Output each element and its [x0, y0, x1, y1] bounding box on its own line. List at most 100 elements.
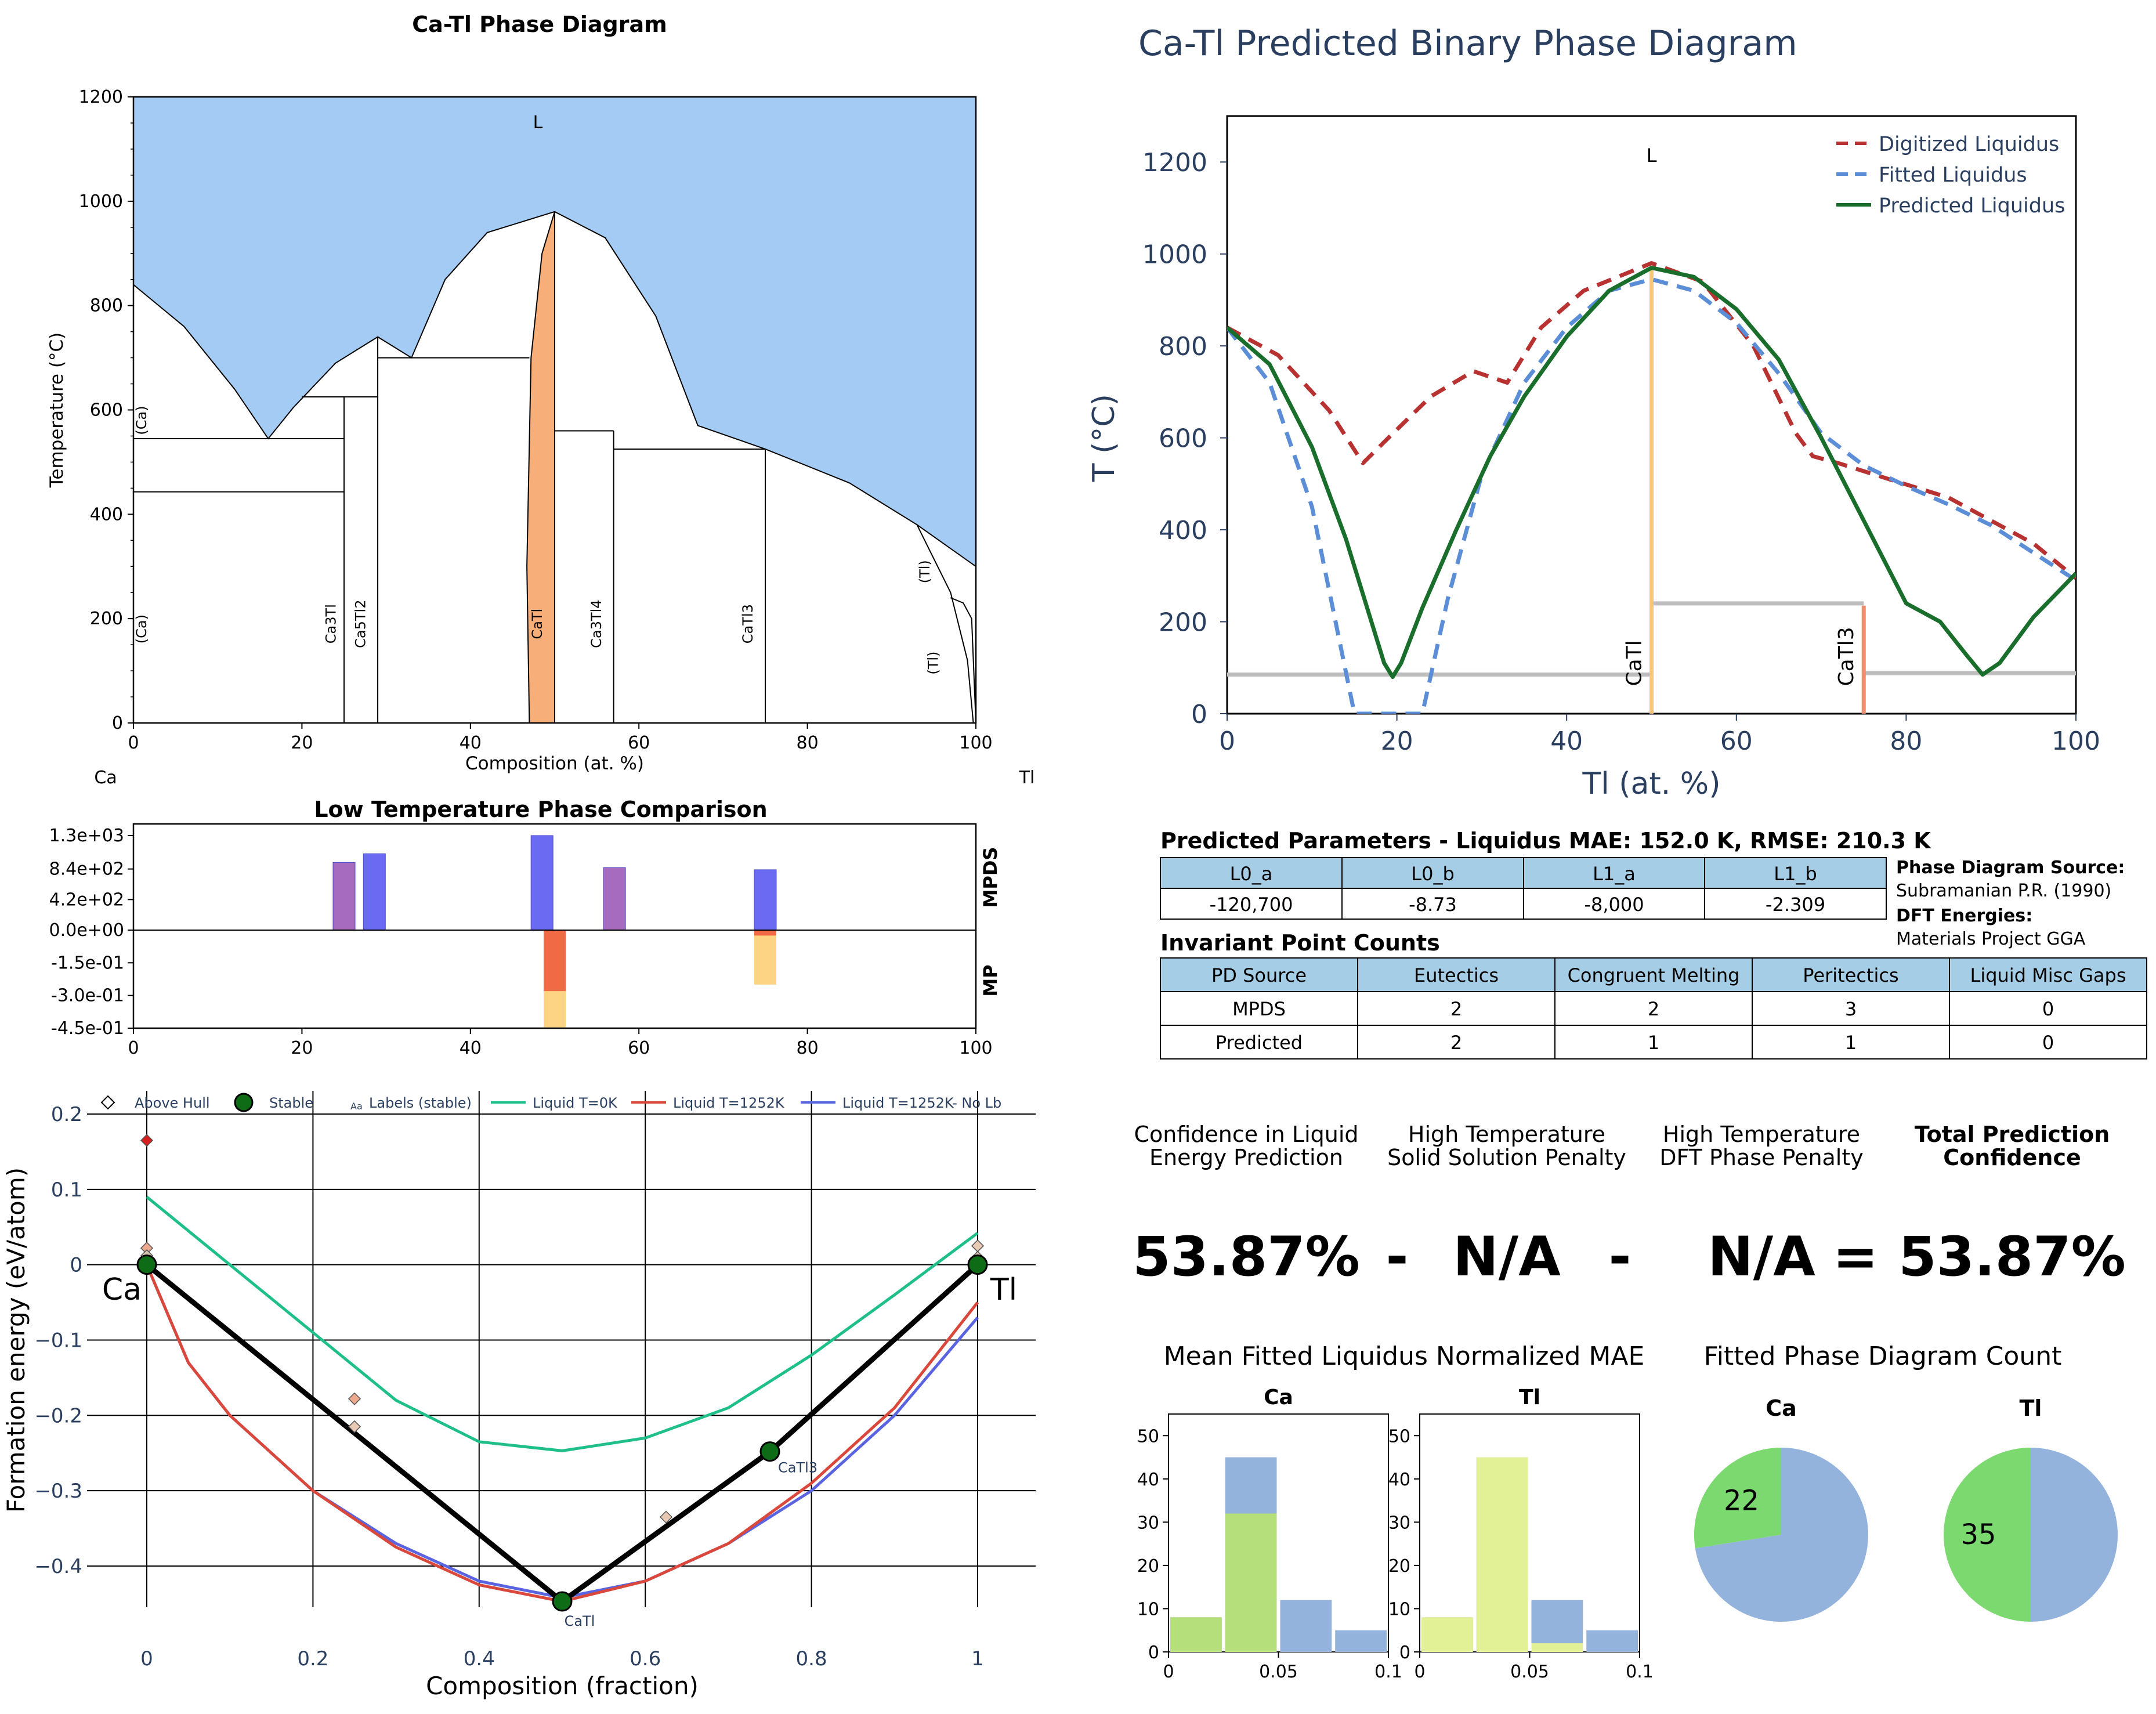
legend-label: Stable — [269, 1095, 313, 1111]
invariants-cell-text: 2 — [1450, 1032, 1462, 1054]
y-tick-label: 30 — [1388, 1513, 1410, 1533]
y-tick-label: 800 — [90, 296, 123, 316]
y-tick-label: −0.1 — [34, 1329, 82, 1353]
mp-bar — [754, 930, 776, 985]
y-tick-label: 10 — [1137, 1599, 1159, 1619]
hist-bar-front — [1531, 1643, 1583, 1652]
invariants-cell — [1357, 1025, 1555, 1060]
phase-label: Ca5Tl2 — [352, 599, 368, 648]
y-tick-label: 0 — [1399, 1643, 1410, 1663]
confidence-operator: - — [1608, 1225, 1631, 1289]
x-axis-label: Composition (fraction) — [426, 1672, 699, 1700]
x-tick-label: 0.05 — [1510, 1662, 1549, 1682]
y-tick-label: 1200 — [1142, 148, 1207, 178]
series-line-2 — [1227, 266, 2076, 679]
x-tick-label: 20 — [1381, 726, 1413, 756]
pie-group-title: Fitted Phase Diagram Count — [1704, 1341, 2062, 1371]
y-tick-label: 0 — [1191, 700, 1207, 729]
invariants-cell — [1554, 1025, 1753, 1060]
liquidus-boundary — [133, 211, 976, 567]
x-tick-label: 0.1 — [1374, 1662, 1402, 1682]
y-tick-label: 8.4e+02 — [49, 859, 124, 880]
x-tick-label: 0 — [140, 1647, 153, 1670]
phase-diagram-title: Ca-Tl Phase Diagram — [412, 12, 667, 37]
predicted-diagram-chart: Ca-Tl Predicted Binary Phase Diagram CaTl… — [1087, 23, 2100, 801]
confidence-header: Confidence — [1943, 1145, 2081, 1170]
pie-slice — [1944, 1448, 2031, 1622]
invariants-cell-text: 0 — [2042, 1032, 2054, 1054]
x-tick-label: 0.2 — [297, 1647, 328, 1670]
params-value-text: -120,700 — [1210, 894, 1293, 916]
y-axis-label: T (°C) — [1087, 394, 1122, 482]
x-tick-label: 0.05 — [1259, 1662, 1298, 1682]
stable-label-catl3: CaTl3 — [778, 1460, 817, 1476]
source-dft-label: DFT Energies: — [1896, 906, 2032, 926]
invariants-cell-text: MPDS — [1232, 998, 1286, 1020]
confidence-header: High Temperature — [1663, 1122, 1860, 1147]
invariants-header-text: Liquid Misc Gaps — [1970, 964, 2126, 986]
compound-label: CaTl3 — [1835, 627, 1858, 686]
solvus-curve — [916, 524, 974, 724]
x-tick-label: 1 — [971, 1647, 984, 1670]
liquid-curve-1 — [145, 1264, 979, 1599]
params-value-text: -2.309 — [1766, 894, 1825, 916]
phase-label: Ca3Tl4 — [588, 599, 605, 648]
x-tick-label: 40 — [460, 1038, 482, 1058]
phase-label: Ca3Tl — [323, 604, 339, 643]
pie-slice-label: 35 — [1960, 1518, 1996, 1551]
phase-region-catl — [526, 211, 555, 724]
plot-frame — [132, 823, 977, 1029]
hist-bar-front — [1476, 1457, 1528, 1652]
confidence-header: Solid Solution Penalty — [1387, 1145, 1626, 1170]
confidence-value: N/A — [1708, 1225, 1815, 1289]
y-tick-label: -1.5e-01 — [51, 953, 124, 973]
plot-frame — [1168, 1413, 1389, 1652]
y-tick-label: 0 — [112, 713, 123, 733]
invariants-header-text: Congruent Melting — [1568, 964, 1740, 986]
params-value-cell — [1704, 888, 1887, 920]
compound-label: CaTl — [1623, 640, 1647, 686]
params-header-text: L1_a — [1593, 863, 1636, 885]
mpds-bar — [754, 869, 777, 931]
legend-label: Liquid T=1252K — [673, 1095, 785, 1111]
mp-bar — [544, 930, 566, 992]
y-tick-label: 0.1 — [51, 1178, 82, 1202]
endmember-left: Ca — [94, 768, 117, 788]
legend-label: Labels (stable) — [369, 1095, 472, 1111]
x-tick-label: 0.4 — [464, 1647, 495, 1670]
stable-point — [552, 1591, 573, 1612]
hist-group-title: Mean Fitted Liquidus Normalized MAE — [1164, 1341, 1645, 1371]
params-header-cell — [1704, 857, 1887, 889]
x-tick-label: 80 — [1890, 726, 1922, 756]
y-tick-label: -3.0e-01 — [51, 986, 124, 1006]
params-header-cell — [1341, 857, 1524, 889]
mpds-bar — [530, 835, 554, 931]
params-value-cell — [1160, 888, 1343, 920]
y-tick-label: -4.5e-01 — [51, 1018, 124, 1039]
above-hull-point — [348, 1392, 361, 1405]
low-temp-title: Low Temperature Phase Comparison — [314, 797, 767, 822]
hist-bar-back — [1586, 1630, 1638, 1652]
source-pd-label: Phase Diagram Source: — [1896, 858, 2125, 878]
params-header-text: L0_b — [1411, 863, 1455, 885]
liquid-curve-2 — [145, 1264, 979, 1603]
invariants-title: Invariant Point Counts — [1160, 930, 1440, 956]
pd-count-pie-tl: Tl 35 — [1944, 1395, 2118, 1622]
y-tick-label: 40 — [1388, 1470, 1410, 1490]
params-value-cell — [1341, 888, 1524, 920]
params-value-text: -8.73 — [1409, 894, 1457, 916]
source-dft-value: Materials Project GGA — [1896, 929, 2086, 949]
x-tick-label: 40 — [460, 733, 482, 753]
x-tick-label: 100 — [959, 1038, 992, 1058]
x-tick-label: 20 — [291, 733, 313, 753]
liquid-label: L — [533, 113, 543, 133]
endmember-right: Tl — [1019, 768, 1035, 788]
x-tick-label: 40 — [1550, 726, 1583, 756]
phase-label: (Tl) — [925, 652, 942, 675]
phase-label: CaTl3 — [740, 604, 756, 643]
hist-title: Tl — [1519, 1386, 1540, 1409]
invariants-header-text: PD Source — [1211, 964, 1307, 986]
plot-area — [1227, 261, 2076, 714]
y-tick-label: −0.2 — [34, 1404, 82, 1427]
legend-label: Fitted Liquidus — [1879, 164, 2027, 187]
